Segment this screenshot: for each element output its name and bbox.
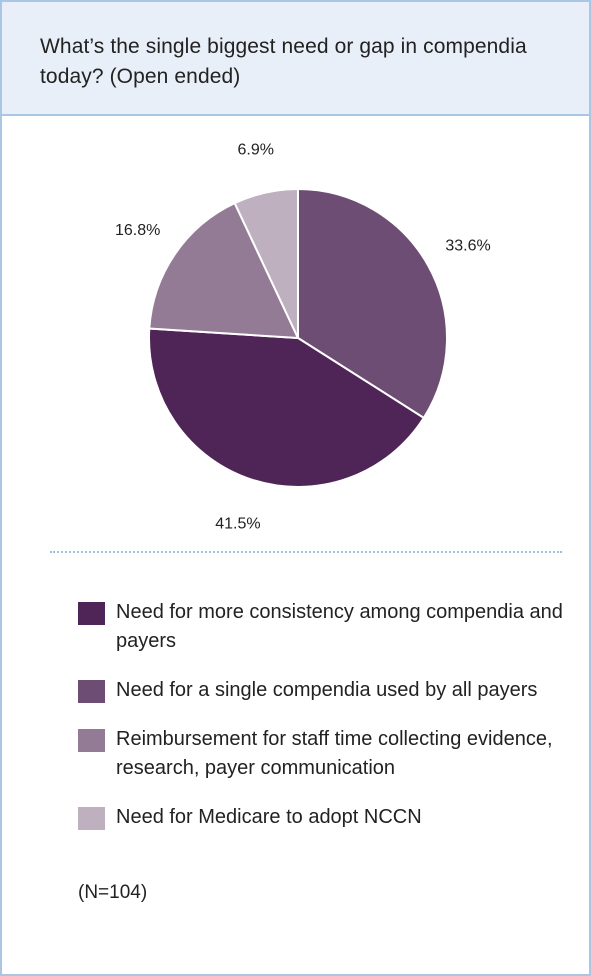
legend-label: Reimbursement for staff time collecting … (116, 728, 553, 779)
dotted-divider (50, 551, 562, 553)
pie-slice (148, 327, 426, 488)
pie-slice (233, 187, 299, 339)
legend-label: Need for Medicare to adopt NCCN (116, 806, 422, 828)
legend: Need for more consistency among compendi… (78, 598, 578, 852)
legend-item: Need for Medicare to adopt NCCN (78, 803, 578, 832)
slice-value-label: 33.6% (445, 238, 490, 255)
legend-label: Need for a single compendia used by all … (116, 679, 538, 701)
pie-slice (148, 201, 300, 340)
legend-swatch (78, 680, 105, 703)
legend-item: Need for a single compendia used by all … (78, 676, 578, 705)
slice-value-label: 6.9% (238, 142, 274, 159)
chart-title: What’s the single biggest need or gap in… (40, 35, 527, 88)
pie-chart: 33.6% 41.5% 16.8% 6.9% (115, 142, 491, 533)
legend-swatch (78, 807, 105, 830)
legend-item: Need for more consistency among compendi… (78, 598, 578, 656)
legend-swatch (78, 729, 105, 752)
legend-label: Need for more consistency among compendi… (116, 601, 563, 652)
sample-size-note: (N=104) (78, 882, 148, 903)
legend-swatch (78, 602, 105, 625)
question-header: What’s the single biggest need or gap in… (2, 2, 589, 116)
slice-value-label: 41.5% (215, 515, 260, 532)
legend-item: Reimbursement for staff time collecting … (78, 725, 578, 783)
slice-value-label: 16.8% (115, 222, 160, 239)
